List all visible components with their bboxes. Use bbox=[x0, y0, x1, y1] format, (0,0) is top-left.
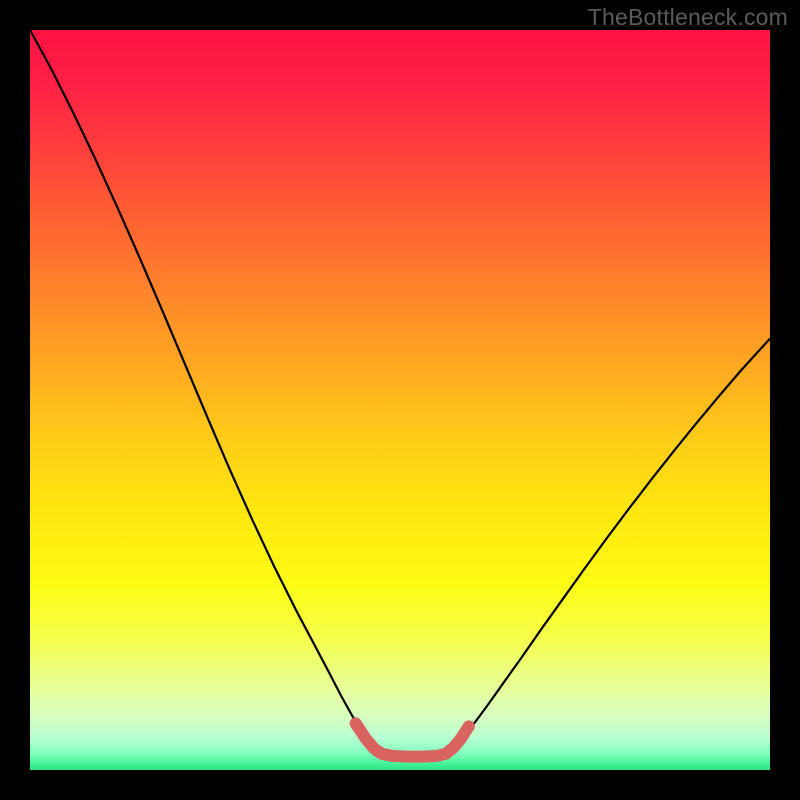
curve-left bbox=[30, 30, 379, 754]
bottom-highlight-segment bbox=[356, 723, 469, 756]
plot-area bbox=[30, 30, 770, 770]
chart-svg bbox=[30, 30, 770, 770]
watermark-text: TheBottleneck.com bbox=[588, 4, 788, 31]
curve-right bbox=[447, 339, 770, 754]
